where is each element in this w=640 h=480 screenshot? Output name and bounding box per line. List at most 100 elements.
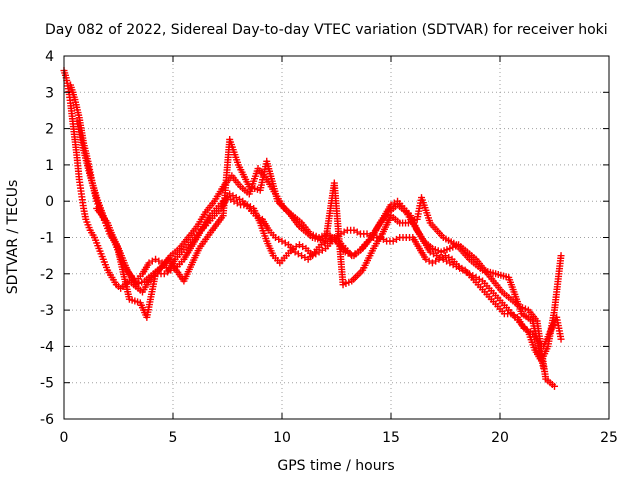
y-tick-label: -6: [40, 412, 54, 428]
trace-point: [436, 253, 444, 261]
trace-point: [509, 311, 517, 319]
trace-point: [400, 206, 408, 214]
trace-point: [469, 272, 477, 280]
x-tick-label: 0: [60, 430, 69, 446]
trace-point: [539, 362, 547, 370]
trace-point: [548, 381, 556, 389]
trace-point: [527, 316, 535, 324]
trace-point: [496, 296, 504, 304]
trace-point: [464, 253, 472, 261]
trace-point: [456, 264, 464, 272]
trace-point: [147, 272, 155, 280]
y-tick-label: 1: [45, 158, 54, 174]
trace-point: [200, 211, 208, 219]
trace-point: [505, 293, 513, 301]
trace-point: [399, 234, 407, 241]
trace-point: [134, 298, 142, 306]
trace-point: [151, 272, 159, 280]
trace-point: [550, 309, 558, 317]
trace-point: [425, 216, 433, 224]
trace-point: [229, 192, 237, 200]
trace-point: [503, 304, 511, 312]
y-tick-label: 0: [45, 194, 54, 210]
trace-point: [421, 253, 429, 261]
trace-point: [556, 332, 564, 340]
trace-point: [479, 286, 487, 294]
x-tick-labels: 0 5 10 15 20 25: [60, 430, 618, 446]
trace-point: [496, 286, 504, 294]
trace-point: [530, 343, 538, 351]
trace-point: [426, 243, 434, 251]
trace-point: [445, 253, 453, 261]
trace-point: [299, 243, 307, 251]
trace-point: [85, 224, 93, 232]
trace-point: [111, 278, 119, 286]
trace-point: [92, 191, 100, 199]
trace-point: [114, 246, 122, 254]
trace-point: [141, 283, 149, 291]
x-tick-label: 20: [491, 430, 509, 446]
y-tick-labels: -6 -5 -4 -3 -2 -1 0 1 2 3 4: [40, 49, 54, 428]
trace-point: [218, 214, 226, 222]
trace-point: [294, 250, 302, 258]
trace-point: [432, 257, 440, 265]
trace-point: [488, 275, 496, 283]
trace-point: [234, 158, 242, 166]
x-tick-label: 15: [382, 430, 400, 446]
trace-point: [443, 246, 451, 254]
trace-point: [519, 322, 527, 330]
trace-point: [148, 257, 156, 265]
trace-point: [281, 239, 289, 247]
trace-point: [194, 247, 202, 255]
trace-point: [406, 234, 414, 241]
trace-point: [233, 199, 241, 207]
trace-point: [340, 228, 348, 236]
trace-point: [347, 226, 355, 234]
trace-point: [208, 214, 216, 222]
trace-point: [394, 217, 402, 225]
trace-point: [102, 217, 110, 225]
y-tick-label: -5: [40, 376, 54, 392]
x-tick-label: 10: [273, 430, 291, 446]
trace-point: [425, 246, 433, 254]
x-tick-label: 5: [169, 430, 178, 446]
trace-point: [498, 307, 506, 315]
x-axis-title: GPS time / hours: [277, 458, 394, 474]
trace-point: [339, 278, 347, 286]
trace-point: [353, 228, 361, 236]
trace-point: [191, 225, 199, 233]
trace-point: [75, 173, 83, 181]
trace-point: [418, 235, 426, 243]
trace-point: [450, 239, 458, 247]
trace-point: [61, 71, 69, 79]
trace-point: [414, 242, 422, 250]
trace-point: [89, 231, 97, 239]
trace-point: [318, 246, 326, 254]
trace-point: [489, 289, 497, 297]
trace-point: [483, 282, 491, 290]
x-tick-label: 25: [600, 430, 618, 446]
trace-point: [275, 235, 283, 243]
y-tick-label: -4: [40, 339, 54, 355]
trace-point: [294, 221, 302, 229]
trace-point: [557, 254, 565, 262]
axis-ticks: [63, 55, 610, 420]
trace-point: [240, 201, 248, 209]
trace-point: [443, 257, 451, 265]
trace-point: [183, 236, 191, 244]
trace-point: [292, 243, 300, 251]
trace-point: [273, 195, 281, 203]
trace-point: [377, 232, 385, 240]
trace-point: [504, 310, 512, 318]
trace-point: [182, 243, 190, 251]
trace-point: [516, 318, 524, 326]
trace-point: [425, 257, 433, 265]
trace-point: [383, 210, 391, 218]
trace-point: [79, 202, 87, 210]
trace-point: [81, 213, 89, 221]
trace-point: [283, 206, 291, 214]
trace-point: [195, 229, 203, 237]
trace-point: [541, 373, 549, 381]
trace-point: [173, 246, 181, 254]
